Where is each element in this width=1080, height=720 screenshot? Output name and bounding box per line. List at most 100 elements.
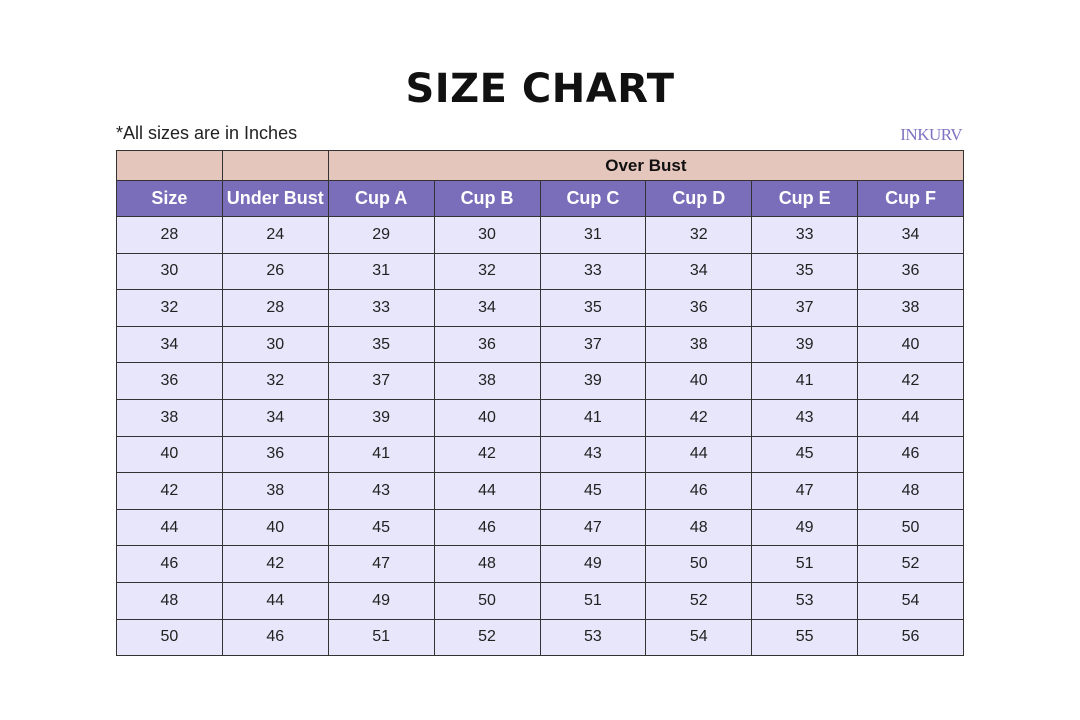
- table-cell: 50: [433, 581, 541, 620]
- table-cell: 42: [116, 472, 223, 510]
- table-row: 40 36 41 42 43 44 45 46: [116, 435, 964, 474]
- table-row: 50 46 51 52 53 54 55 56: [116, 618, 964, 657]
- table-cell: 35: [751, 252, 859, 291]
- table-cell: 37: [751, 289, 859, 327]
- page-title: SIZE CHART: [405, 66, 675, 112]
- table-cell: 40: [433, 398, 541, 437]
- units-note: *All sizes are in Inches: [116, 123, 298, 143]
- table-cell: 44: [433, 472, 541, 510]
- column-header: Under Bust: [221, 180, 329, 217]
- table-cell: 48: [645, 508, 753, 547]
- table-cell: 48: [433, 545, 541, 583]
- table-cell: 49: [539, 545, 647, 583]
- table-cell: 51: [751, 545, 859, 583]
- table-cell: 46: [116, 545, 223, 583]
- column-header: Size: [116, 180, 223, 217]
- table-row: 30 26 31 32 33 34 35 36: [116, 252, 964, 291]
- table-cell: 36: [433, 325, 541, 364]
- table-row: 34 30 35 36 37 38 39 40: [116, 325, 964, 364]
- table-cell: 44: [645, 435, 753, 474]
- table-cell: 52: [433, 618, 541, 657]
- table-cell: 34: [433, 289, 541, 327]
- table-cell: 44: [116, 508, 223, 547]
- table-cell: 36: [221, 435, 329, 474]
- table-cell: 39: [327, 398, 435, 437]
- table-cell: 56: [857, 618, 964, 657]
- table-cell: 46: [645, 472, 753, 510]
- table-cell: 40: [857, 325, 964, 364]
- brand-logo: INKURV: [900, 125, 962, 144]
- column-header: Cup D: [645, 180, 753, 217]
- table-cell: 43: [751, 398, 859, 437]
- table-cell: 44: [857, 398, 964, 437]
- table-cell: 43: [327, 472, 435, 510]
- table-cell: 39: [751, 325, 859, 364]
- table-cell: 36: [116, 362, 223, 400]
- table-row: 36 32 37 38 39 40 41 42: [116, 362, 964, 400]
- table-cell: 40: [221, 508, 329, 547]
- table-cell: 49: [327, 581, 435, 620]
- table-cell: 47: [751, 472, 859, 510]
- table-cell: 30: [433, 216, 541, 254]
- table-cell: 33: [751, 216, 859, 254]
- table-cell: 30: [116, 252, 223, 291]
- table-cell: 44: [221, 581, 329, 620]
- over-bust-header: Over Bust: [327, 150, 965, 181]
- group-header-row: Over Bust: [116, 150, 965, 181]
- table-cell: 32: [221, 362, 329, 400]
- table-cell: 32: [645, 216, 753, 254]
- table-cell: 53: [539, 618, 647, 657]
- table-cell: 45: [327, 508, 435, 547]
- table-cell: 30: [221, 325, 329, 364]
- table-cell: 51: [539, 581, 647, 620]
- table-cell: 41: [539, 398, 647, 437]
- table-cell: 47: [327, 545, 435, 583]
- table-cell: 52: [645, 581, 753, 620]
- table-cell: 31: [327, 252, 435, 291]
- table-row: 42 38 43 44 45 46 47 48: [116, 472, 964, 510]
- table-cell: 35: [327, 325, 435, 364]
- table-cell: 36: [645, 289, 753, 327]
- table-cell: 32: [116, 289, 223, 327]
- table-cell: 54: [645, 618, 753, 657]
- table-cell: 53: [751, 581, 859, 620]
- table-cell: 26: [221, 252, 329, 291]
- table-cell: 52: [857, 545, 964, 583]
- table-cell: 51: [327, 618, 435, 657]
- table-cell: 50: [645, 545, 753, 583]
- table-row: 32 28 33 34 35 36 37 38: [116, 289, 964, 327]
- table-cell: 34: [221, 398, 329, 437]
- table-cell: 38: [116, 398, 223, 437]
- table-cell: 55: [751, 618, 859, 657]
- table-cell: 48: [857, 472, 964, 510]
- table-row: 28 24 29 30 31 32 33 34: [116, 216, 964, 254]
- column-header: Cup B: [433, 180, 541, 217]
- table-cell: 47: [539, 508, 647, 547]
- table-cell: 37: [539, 325, 647, 364]
- table-cell: 54: [857, 581, 964, 620]
- table-cell: 34: [645, 252, 753, 291]
- table-row: 46 42 47 48 49 50 51 52: [116, 545, 964, 583]
- table-cell: 24: [221, 216, 329, 254]
- column-header: Cup A: [327, 180, 435, 217]
- table-row: 48 44 49 50 51 52 53 54: [116, 581, 964, 620]
- table-row: 44 40 45 46 47 48 49 50: [116, 508, 964, 547]
- table-cell: 50: [116, 618, 223, 657]
- table-cell: 42: [645, 398, 753, 437]
- table-cell: 45: [539, 472, 647, 510]
- table-cell: 49: [751, 508, 859, 547]
- empty-cell: [221, 150, 329, 181]
- table-cell: 46: [857, 435, 964, 474]
- table-cell: 28: [221, 289, 329, 327]
- table-cell: 46: [433, 508, 541, 547]
- table-cell: 41: [327, 435, 435, 474]
- table-cell: 28: [116, 216, 223, 254]
- table-cell: 31: [539, 216, 647, 254]
- table-cell: 39: [539, 362, 647, 400]
- table-cell: 38: [645, 325, 753, 364]
- table-cell: 41: [751, 362, 859, 400]
- column-header: Cup E: [751, 180, 859, 217]
- table-cell: 29: [327, 216, 435, 254]
- table-cell: 46: [221, 618, 329, 657]
